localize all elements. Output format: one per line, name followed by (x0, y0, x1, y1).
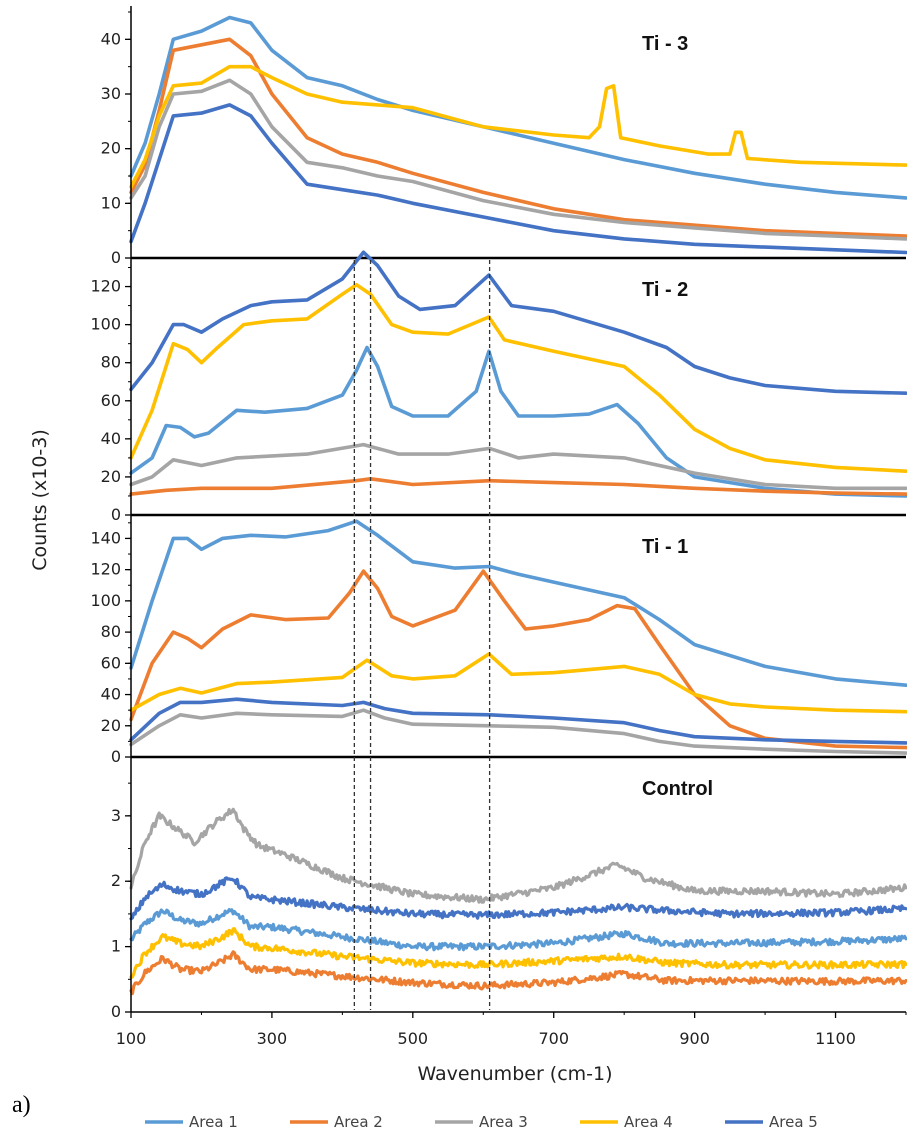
x-axis-title: Wavenumber (cm-1) (417, 1063, 612, 1085)
y-tick-label: 0 (111, 248, 121, 267)
y-tick-label: 60 (101, 653, 121, 672)
y-tick-label: 20 (101, 139, 121, 158)
series-line-area-1 (129, 519, 907, 687)
y-tick-label: 40 (101, 29, 121, 48)
series-line-area-3 (129, 708, 907, 755)
series-line-area-3 (129, 78, 907, 241)
series-line-area-2 (129, 950, 907, 996)
legend: Area 1 Area 2 Area 3 Area 4 Area 5 (145, 1113, 818, 1131)
x-tick-label: 500 (398, 1029, 429, 1048)
legend-label: Area 5 (769, 1113, 818, 1131)
y-tick-label: 80 (101, 353, 121, 372)
x-tick-label: 300 (257, 1029, 288, 1048)
legend-label: Area 4 (624, 1113, 673, 1131)
y-tick-label: 20 (101, 716, 121, 735)
x-tick-label: 900 (679, 1029, 710, 1048)
x-tick-label: 100 (116, 1029, 147, 1048)
series-line-area-1 (129, 908, 907, 952)
series-line-area-2 (129, 37, 907, 238)
series-line-area-4 (129, 927, 907, 979)
panel-label: Control (642, 778, 713, 800)
panel-4: 0 1 2 3 Control (111, 757, 907, 1021)
figure-label: a) (12, 1092, 31, 1118)
x-tick-label: 700 (538, 1029, 569, 1048)
y-tick-label: 40 (101, 685, 121, 704)
panel-1: 0 10 20 30 40 Ti - 3 (101, 11, 907, 267)
series-line-area-4 (129, 282, 907, 473)
legend-label: Area 2 (334, 1113, 383, 1131)
series-line-area-3 (129, 807, 907, 904)
series-line-area-1 (129, 345, 907, 498)
panel-label: Ti - 3 (642, 33, 688, 55)
x-axis-layer: 100 300 500 700 900 1100 (116, 1012, 907, 1048)
y-tick-label: 20 (101, 467, 121, 486)
panel-label: Ti - 2 (642, 279, 688, 301)
legend-label: Area 3 (479, 1113, 528, 1131)
y-tick-label: 120 (90, 560, 121, 579)
y-tick-label: 60 (101, 391, 121, 410)
series-line-area-3 (129, 442, 907, 491)
series-line-area-5 (129, 876, 907, 921)
y-tick-label: 3 (111, 806, 121, 825)
y-tick-label: 80 (101, 622, 121, 641)
y-tick-label: 10 (101, 193, 121, 212)
x-tick-label: 1100 (815, 1029, 856, 1048)
series-line-area-5 (129, 250, 907, 395)
panel-2: 0 20 40 60 80 100 120 Ti - 2 (90, 250, 907, 524)
panel-label: Ti - 1 (642, 536, 688, 558)
series-line-area-2 (129, 477, 907, 496)
y-tick-label: 140 (90, 528, 121, 547)
y-tick-label: 120 (90, 277, 121, 296)
series-line-area-1 (129, 15, 907, 200)
legend-label: Area 1 (189, 1113, 238, 1131)
y-tick-label: 0 (111, 1002, 121, 1021)
y-tick-label: 1 (111, 937, 121, 956)
reference-lines (353, 260, 491, 1010)
y-tick-label: 100 (90, 315, 121, 334)
y-tick-label: 0 (111, 747, 121, 766)
y-tick-label: 0 (111, 505, 121, 524)
y-tick-label: 40 (101, 429, 121, 448)
y-axis-title: Counts (x10-3) (29, 429, 51, 571)
y-tick-label: 30 (101, 84, 121, 103)
series-line-area-5 (129, 697, 907, 745)
series-line-area-2 (129, 569, 907, 750)
y-tick-label: 2 (111, 871, 121, 890)
y-tick-label: 100 (90, 591, 121, 610)
panel-3: 0 20 40 60 80 100 120 140 Ti - 1 (90, 515, 907, 766)
series-line-area-4 (129, 64, 907, 189)
series-line-area-4 (129, 652, 907, 714)
series-line-area-5 (129, 103, 907, 255)
